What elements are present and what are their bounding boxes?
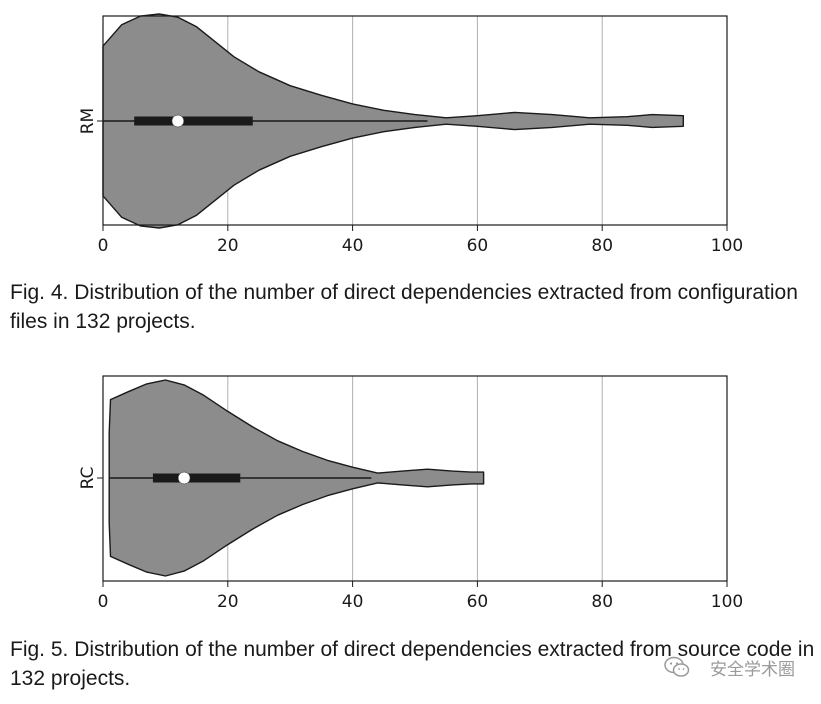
iqr-box	[134, 116, 253, 126]
x-tick-label: 80	[591, 236, 613, 256]
x-tick-label: 20	[217, 236, 239, 256]
watermark-text: 安全学术圈	[710, 660, 795, 680]
x-tick-label: 40	[342, 236, 364, 256]
wechat-icon	[664, 656, 690, 677]
y-category-label: RC	[78, 467, 98, 490]
x-tick-label: 40	[342, 592, 364, 612]
figure-caption: Fig. 4. Distribution of the number of di…	[10, 281, 798, 333]
x-tick-label: 60	[467, 592, 489, 612]
median-marker	[171, 114, 185, 128]
x-tick-label: 20	[217, 592, 239, 612]
violin-chart-rm: RM 0 20 40 60 80 100	[78, 13, 743, 256]
violin-chart-rc: RC 0 20 40 60 80 100	[78, 375, 743, 612]
x-tick-label: 0	[98, 592, 109, 612]
figure-4: RM 0 20 40 60 80 100 Fig. 4. Distribution of t…	[0, 0, 821, 340]
iqr-box	[152, 473, 241, 483]
x-tick-label: 100	[711, 236, 743, 256]
x-tick-label: 0	[98, 236, 109, 256]
x-tick-label: 80	[591, 592, 613, 612]
figure-5: RC 0 20 40 60 80 100 Fig. 5. Distribution of t…	[0, 360, 821, 704]
y-category-label: RM	[78, 108, 98, 134]
median-marker	[177, 471, 191, 485]
x-tick-label: 100	[711, 592, 743, 612]
figure-caption: Fig. 5. Distribution of the number of di…	[10, 638, 815, 690]
x-tick-label: 60	[467, 236, 489, 256]
